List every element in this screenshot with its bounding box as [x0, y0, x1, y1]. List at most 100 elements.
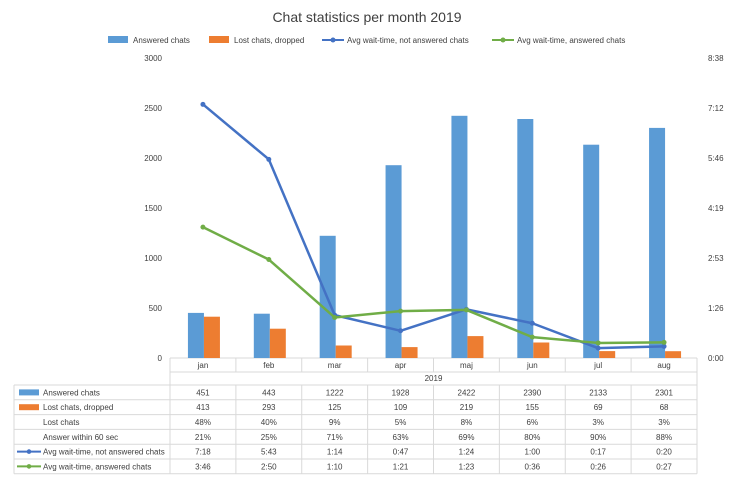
table-cell: 2301	[655, 388, 673, 397]
y-left-tick-label: 1500	[144, 204, 162, 213]
series-point	[332, 314, 338, 320]
bar	[335, 345, 352, 358]
legend-label: Avg wait-time, not answered chats	[347, 36, 469, 45]
table-cell: 125	[328, 403, 342, 412]
table-cell: 109	[394, 403, 408, 412]
y-right-tick-label: 0:00	[708, 354, 724, 363]
y-left-tick-label: 1000	[144, 254, 162, 263]
bar	[665, 351, 682, 358]
table-row-label: Avg wait-time, not answered chats	[43, 448, 165, 457]
table-cell: 1:00	[525, 448, 541, 457]
table-cell: 443	[262, 388, 276, 397]
series-point	[266, 156, 272, 162]
y-right-tick-label: 8:38	[708, 54, 724, 63]
table-cell: 6%	[527, 418, 539, 427]
series-point	[661, 343, 667, 349]
x-group-label: 2019	[425, 374, 443, 383]
y-left-tick-label: 0	[158, 354, 163, 363]
table-legend-swatch	[19, 389, 39, 396]
lines	[200, 101, 667, 351]
y-right-tick-label: 2:53	[708, 254, 724, 263]
bars	[187, 115, 682, 359]
table-cell: 9%	[329, 418, 341, 427]
table-cell: 1:21	[393, 462, 409, 471]
table-cell: 25%	[261, 433, 277, 442]
series-point	[595, 340, 601, 346]
bar	[187, 312, 204, 358]
bar	[649, 127, 666, 359]
table-row-label: Answer within 60 sec	[43, 433, 118, 442]
table-legend-marker	[26, 464, 32, 469]
bar	[385, 165, 402, 358]
y-left-tick-label: 500	[149, 304, 163, 313]
series-point	[266, 257, 272, 263]
bar	[401, 347, 418, 358]
table-cell: 3:46	[195, 462, 211, 471]
bar	[203, 316, 220, 358]
bar	[451, 115, 468, 358]
table-cell: 1:24	[459, 448, 475, 457]
chart-title: Chat statistics per month 2019	[272, 9, 461, 25]
series-point	[529, 334, 535, 340]
y-right-tick-label: 7:12	[708, 104, 724, 113]
bar	[253, 313, 270, 358]
y-right-tick-label: 1:26	[708, 304, 724, 313]
table-cell: 2:50	[261, 462, 277, 471]
legend-marker	[500, 37, 506, 43]
table-cell: 71%	[327, 433, 343, 442]
series-line	[202, 225, 665, 345]
table-row-label: Avg wait-time, answered chats	[43, 462, 151, 471]
legend: Answered chats Lost chats, dropped Avg wai…	[108, 36, 625, 45]
table-cell: 2133	[589, 388, 607, 397]
table-cell: 0:17	[590, 448, 606, 457]
bar	[517, 119, 534, 358]
table-cell: 0:20	[656, 448, 672, 457]
table-cell: 88%	[656, 433, 672, 442]
table-cell: 1222	[326, 388, 344, 397]
table-cell: 219	[460, 403, 474, 412]
table-cell: 7:18	[195, 448, 211, 457]
axes: 0 500 1000 1500 2000 2500 3000 0:00 1:26 2:53 4:19…	[144, 54, 724, 363]
series-point	[595, 345, 601, 351]
table-cell: 21%	[195, 433, 211, 442]
legend-label: Lost chats, dropped	[234, 36, 304, 45]
series-point	[529, 320, 535, 326]
x-tick-label: maj	[460, 361, 473, 370]
table-cell: 451	[196, 388, 210, 397]
table-cell: 2390	[523, 388, 541, 397]
table-cell: 0:47	[393, 448, 409, 457]
table-cell: 63%	[393, 433, 409, 442]
x-tick-label: jun	[526, 361, 538, 370]
table-row-label: Answered chats	[43, 388, 100, 397]
table-cell: 68	[660, 403, 669, 412]
legend-label: Answered chats	[133, 36, 190, 45]
x-tick-label: jul	[593, 361, 602, 370]
table-cell: 293	[262, 403, 276, 412]
table-cell: 1:23	[459, 462, 475, 471]
table-cell: 3%	[658, 418, 670, 427]
table-cell: 1:14	[327, 448, 343, 457]
bar	[269, 328, 286, 358]
y-left-tick-label: 2500	[144, 104, 162, 113]
table-cell: 1928	[392, 388, 410, 397]
x-tick-label: jan	[197, 361, 209, 370]
series-point	[463, 307, 469, 313]
bar	[583, 144, 600, 358]
x-tick-label: mar	[328, 361, 342, 370]
x-tick-label: feb	[263, 361, 275, 370]
y-right-tick-label: 4:19	[708, 204, 724, 213]
table-cell: 69	[594, 403, 603, 412]
table-row-label: Lost chats, dropped	[43, 403, 113, 412]
table-cell: 3%	[592, 418, 604, 427]
table-cell: 80%	[524, 433, 540, 442]
series-point	[398, 308, 404, 314]
y-left-tick-label: 2000	[144, 154, 162, 163]
series-line	[202, 103, 665, 350]
table-cell: 155	[526, 403, 540, 412]
table-cell: 0:27	[656, 462, 672, 471]
bar	[599, 351, 616, 358]
table-cell: 0:36	[525, 462, 541, 471]
legend-marker	[330, 37, 336, 43]
table-cell: 413	[196, 403, 210, 412]
